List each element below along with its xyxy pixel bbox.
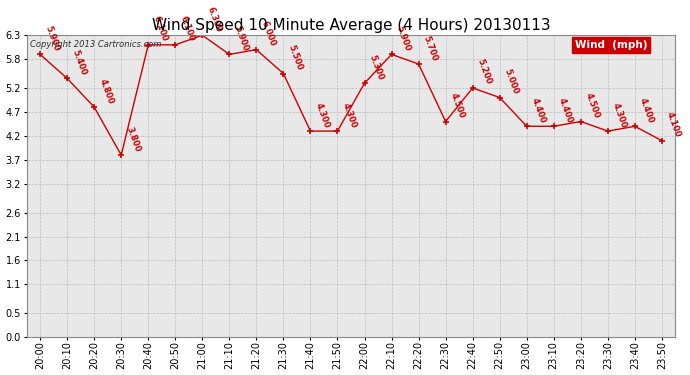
Text: 6.100: 6.100 [152, 15, 169, 43]
Text: 6.100: 6.100 [179, 15, 196, 43]
Text: 6.300: 6.300 [206, 6, 223, 33]
Text: 5.700: 5.700 [422, 34, 440, 62]
Text: 3.800: 3.800 [124, 125, 142, 153]
Text: 5.900: 5.900 [395, 25, 412, 52]
Text: 4.800: 4.800 [97, 77, 115, 105]
Text: 4.500: 4.500 [584, 92, 602, 120]
Text: 5.900: 5.900 [233, 25, 250, 52]
Text: 4.300: 4.300 [611, 101, 629, 129]
Title: Wind Speed 10 Minute Average (4 Hours) 20130113: Wind Speed 10 Minute Average (4 Hours) 2… [152, 18, 551, 33]
Text: 6.000: 6.000 [259, 20, 277, 48]
Text: 4.400: 4.400 [557, 96, 575, 124]
Text: 5.400: 5.400 [70, 48, 88, 76]
Text: Copyright 2013 Cartronics.com: Copyright 2013 Cartronics.com [30, 40, 161, 49]
Text: 4.400: 4.400 [530, 96, 547, 124]
Text: 4.100: 4.100 [665, 111, 682, 139]
Text: 4.300: 4.300 [314, 101, 331, 129]
Text: 4.500: 4.500 [449, 92, 466, 120]
Text: 5.200: 5.200 [476, 58, 493, 86]
Text: 5.000: 5.000 [503, 68, 520, 96]
Text: Wind  (mph): Wind (mph) [575, 40, 647, 50]
Text: 4.400: 4.400 [638, 96, 655, 124]
Text: 5.300: 5.300 [368, 53, 385, 81]
Text: 4.300: 4.300 [341, 101, 358, 129]
Text: 5.900: 5.900 [43, 25, 61, 52]
Text: 5.500: 5.500 [286, 44, 304, 72]
